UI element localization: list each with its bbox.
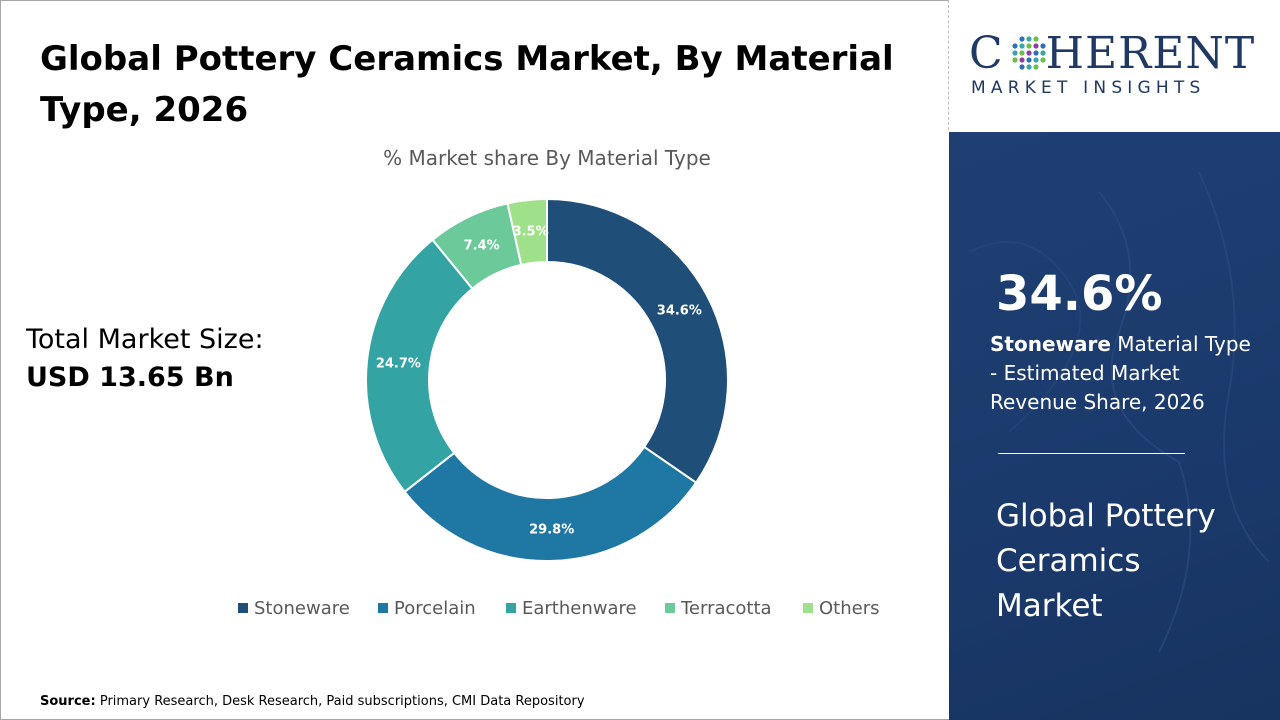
slice-label-stoneware: 34.6% [657, 303, 702, 318]
total-market-value: USD 13.65 Bn [26, 362, 234, 393]
legend-swatch-stoneware [238, 603, 248, 613]
donut-slice-stoneware [546, 197, 729, 485]
highlight-segment: Stoneware [990, 332, 1111, 356]
highlight-value: 34.6% [996, 266, 1163, 322]
legend-swatch-porcelain [378, 603, 388, 613]
highlight-panel: 34.6% Stoneware Material Type - Estimate… [949, 132, 1280, 720]
logo-word-right: HERENT [1045, 28, 1256, 79]
donut-slice-others [506, 197, 548, 267]
legend-item-stoneware: Stoneware [238, 598, 350, 619]
legend-label-terracotta: Terracotta [680, 598, 772, 619]
legend-item-earthenware: Earthenware [506, 598, 637, 619]
chart-title: % Market share By Material Type [383, 146, 711, 170]
source-note: Source: Primary Research, Desk Research,… [40, 694, 585, 709]
source-text: Primary Research, Desk Research, Paid su… [99, 694, 585, 709]
panel-divider [998, 453, 1185, 454]
legend-item-terracotta: Terracotta [665, 598, 772, 619]
highlight-description-text: Material Type - Estimated Market Revenue… [990, 332, 1251, 414]
legend-label-stoneware: Stoneware [254, 598, 350, 619]
highlight-description: Stoneware Material Type - Estimated Mark… [990, 330, 1260, 417]
slice-label-earthenware: 24.7% [376, 357, 421, 372]
page-title: Global Pottery Ceramics Market, By Mater… [40, 39, 894, 130]
logo: C HERENT MARKET INSIGHTS [949, 0, 1280, 132]
slice-label-terracotta: 7.4% [464, 239, 500, 254]
chart-section: Global Pottery Ceramics Market, By Mater… [26, 39, 894, 709]
legend-item-porcelain: Porcelain [378, 598, 476, 619]
logo-word-left: C [969, 28, 1004, 79]
legend-label-others: Others [819, 598, 880, 619]
legend-label-porcelain: Porcelain [394, 598, 476, 619]
header-divider [948, 0, 949, 130]
map-texture [968, 171, 1270, 653]
info-panel: C HERENT MARKET INSIGHTS 34.6% Stoneware … [949, 0, 1280, 720]
legend-swatch-earthenware [506, 603, 516, 613]
slice-label-porcelain: 29.8% [529, 522, 574, 537]
legend-label-earthenware: Earthenware [522, 598, 637, 619]
panel-market-title: Global Pottery Ceramics Market [996, 498, 1216, 624]
legend-item-others: Others [803, 598, 880, 619]
donut-slice-porcelain [403, 445, 698, 562]
legend-swatch-terracotta [665, 603, 675, 613]
slice-label-others: 3.5% [513, 224, 549, 239]
total-market-label: Total Market Size: [26, 324, 264, 355]
donut-chart: % Market share By Material Type 34.6% 29.8… [238, 146, 880, 619]
source-label: Source: [40, 694, 96, 709]
legend-swatch-others [803, 603, 813, 613]
logo-tagline: MARKET INSIGHTS [971, 78, 1206, 98]
logo-wordmark: C HERENT [969, 28, 1255, 79]
globe-dots-icon [1012, 36, 1046, 70]
donut-slice-earthenware [365, 238, 474, 494]
